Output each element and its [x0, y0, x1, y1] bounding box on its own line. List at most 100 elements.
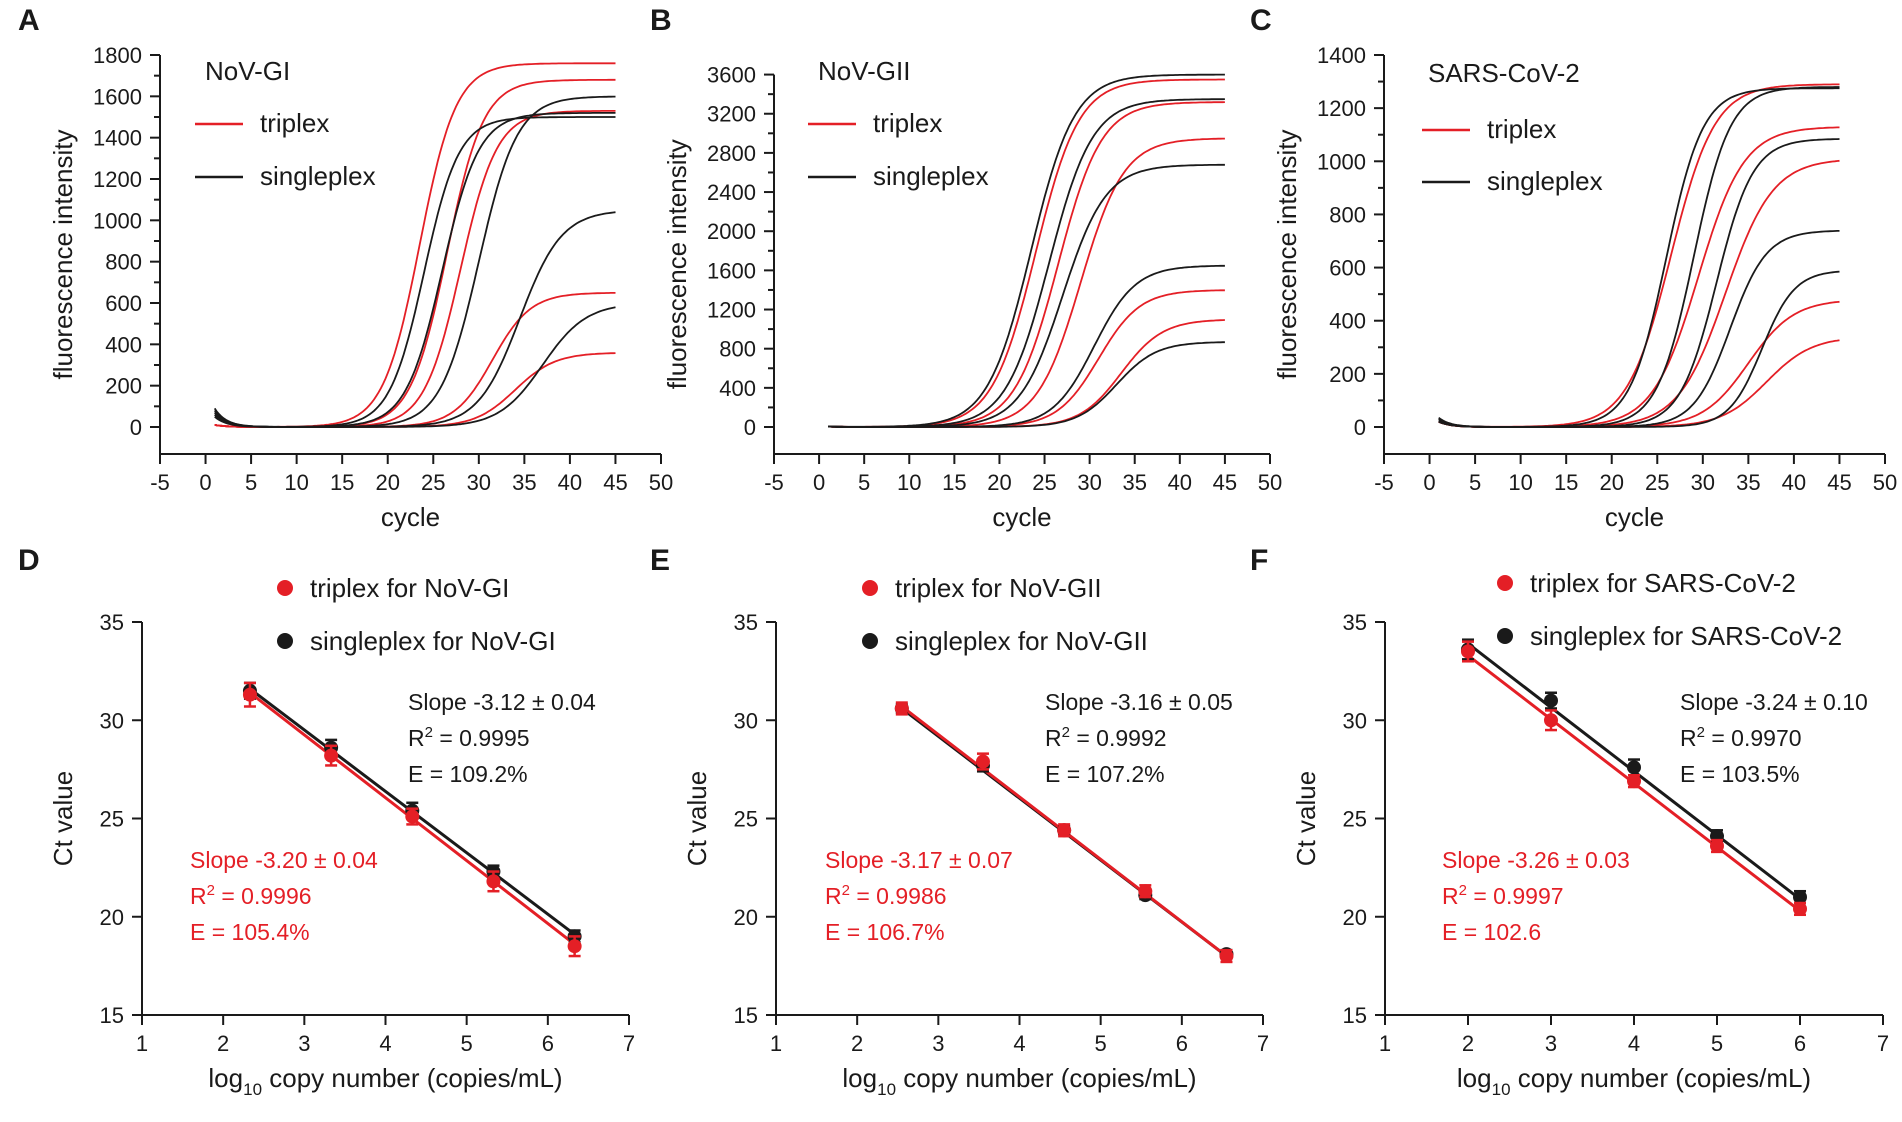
data-point-singleplex — [1793, 890, 1807, 905]
y-tick-label: 30 — [100, 708, 124, 733]
legend-label-triplex: triplex — [873, 108, 942, 138]
x-axis-label: log10 copy number (copies/mL) — [1457, 1063, 1811, 1099]
panel-f: F 15 20 25 30 35 1 2 3 4 5 6 7 Ct value log10 copy num… — [1250, 544, 1889, 1099]
y-tick-label: 1200 — [707, 298, 756, 323]
x-tick-label: 6 — [542, 1031, 554, 1056]
x-axis-label: log10 copy number (copies/mL) — [842, 1063, 1196, 1099]
y-axis-label: Ct value — [48, 771, 78, 866]
y-axis-label: Ct value — [682, 771, 712, 866]
y-tick-label: 35 — [100, 610, 124, 635]
curve-singleplex-10 — [214, 306, 616, 428]
x-tick-label: 30 — [1077, 470, 1101, 495]
data-point-triplex — [975, 754, 990, 769]
curve-triplex-2 — [828, 101, 1225, 428]
x-tick-label: 15 — [1554, 470, 1578, 495]
annotation-slope-triplex: Slope -3.17 ± 0.07 — [825, 847, 1013, 873]
panel-c: C 0 200 400 600 800 1000 1200 1400 -5 0 5 10 15 20 25 30… — [1250, 4, 1897, 532]
y-tick-label: 0 — [1354, 415, 1366, 440]
x-tick-label: 45 — [1213, 470, 1237, 495]
annotation-efficiency-triplex: E = 106.7% — [825, 919, 945, 945]
y-tick-label: 25 — [100, 807, 124, 832]
x-tick-label: 1 — [770, 1031, 782, 1056]
x-tick-label: 35 — [1736, 470, 1760, 495]
x-tick-label: 25 — [421, 470, 445, 495]
x-axis-label: log10 copy number (copies/mL) — [208, 1063, 562, 1099]
panel-label: D — [18, 544, 40, 577]
y-tick-label: 1600 — [93, 84, 142, 109]
data-point-triplex — [1544, 713, 1558, 728]
y-tick-label: 1400 — [93, 126, 142, 151]
y-tick-label: 20 — [100, 905, 124, 930]
y-tick-label: 3600 — [707, 63, 756, 88]
x-tick-label: 5 — [245, 470, 257, 495]
x-tick-label: 3 — [298, 1031, 310, 1056]
y-axis-label: fluorescence intensity — [48, 129, 78, 379]
y-tick-label: 2800 — [707, 141, 756, 166]
y-tick-label: 35 — [1343, 610, 1367, 635]
legend-label-singleplex: singleplex for SARS-CoV-2 — [1530, 621, 1842, 651]
x-tick-label: 5 — [461, 1031, 473, 1056]
x-tick-label: 2 — [217, 1031, 229, 1056]
y-tick-label: 1000 — [93, 208, 142, 233]
legend-label-singleplex: singleplex — [873, 161, 989, 191]
x-tick-label: 7 — [1257, 1031, 1269, 1056]
curve-triplex-5 — [828, 319, 1225, 428]
x-tick-label: 50 — [1258, 470, 1282, 495]
legend-label-triplex: triplex — [1487, 114, 1556, 144]
x-tick-label: 2 — [851, 1031, 863, 1056]
data-point-triplex — [1627, 774, 1641, 789]
x-tick-label: 45 — [1827, 470, 1851, 495]
curve-triplex-5 — [1438, 339, 1840, 428]
legend-label-singleplex: singleplex — [1487, 166, 1603, 196]
x-tick-label: 5 — [858, 470, 870, 495]
y-tick-label: 1000 — [1317, 149, 1366, 174]
x-tick-label: 45 — [603, 470, 627, 495]
data-point-triplex — [894, 701, 909, 716]
y-tick-label: 2400 — [707, 180, 756, 205]
legend-label-triplex: triplex for NoV-GI — [310, 573, 509, 603]
data-point-triplex — [1710, 839, 1724, 854]
x-tick-label: 1 — [136, 1031, 148, 1056]
x-tick-label: 25 — [1645, 470, 1669, 495]
x-tick-label: 6 — [1794, 1031, 1806, 1056]
x-tick-label: -5 — [1374, 470, 1394, 495]
annotation-slope-singleplex: Slope -3.16 ± 0.05 — [1045, 689, 1233, 715]
y-tick-label: 30 — [1343, 708, 1367, 733]
y-tick-label: 15 — [100, 1003, 124, 1028]
data-point-triplex — [1793, 901, 1807, 916]
curve-singleplex-9 — [1438, 230, 1840, 428]
y-tick-label: 400 — [1329, 309, 1366, 334]
x-tick-label: 50 — [1873, 470, 1897, 495]
x-tick-label: 40 — [1782, 470, 1806, 495]
annotation-efficiency-singleplex: E = 103.5% — [1680, 761, 1800, 787]
curve-singleplex-7 — [828, 98, 1225, 428]
curve-singleplex-10 — [1438, 270, 1840, 428]
legend-dot-singleplex — [1497, 628, 1513, 644]
annotation-efficiency-triplex: E = 105.4% — [190, 919, 310, 945]
data-point-triplex — [1057, 823, 1072, 838]
legend-dot-singleplex — [862, 633, 878, 649]
chart-title: NoV-GI — [205, 56, 290, 86]
y-tick-label: 1400 — [1317, 43, 1366, 68]
y-tick-label: 1200 — [1317, 96, 1366, 121]
x-axis-label: cycle — [1605, 502, 1664, 532]
annotation-r2-triplex: R2 = 0.9986 — [825, 882, 947, 909]
legend-dot-triplex — [862, 580, 878, 596]
panel-label: A — [18, 4, 40, 37]
data-point-singleplex — [1627, 760, 1641, 775]
legend-label-triplex: triplex — [260, 108, 329, 138]
data-point-triplex — [486, 874, 501, 889]
y-tick-label: 800 — [105, 250, 142, 275]
y-tick-label: 600 — [1329, 256, 1366, 281]
panel-b: B 0 400 800 1200 1600 2000 2400 2800 3200 3600 -5 0 5… — [650, 4, 1282, 532]
x-tick-label: 35 — [512, 470, 536, 495]
panel-label: E — [650, 544, 670, 577]
x-tick-label: 4 — [1628, 1031, 1640, 1056]
y-tick-label: 800 — [719, 337, 756, 362]
legend-label-singleplex: singleplex for NoV-GII — [895, 626, 1148, 656]
x-tick-label: 0 — [813, 470, 825, 495]
legend-label-triplex: triplex for SARS-CoV-2 — [1530, 568, 1796, 598]
x-tick-label: 7 — [1877, 1031, 1889, 1056]
